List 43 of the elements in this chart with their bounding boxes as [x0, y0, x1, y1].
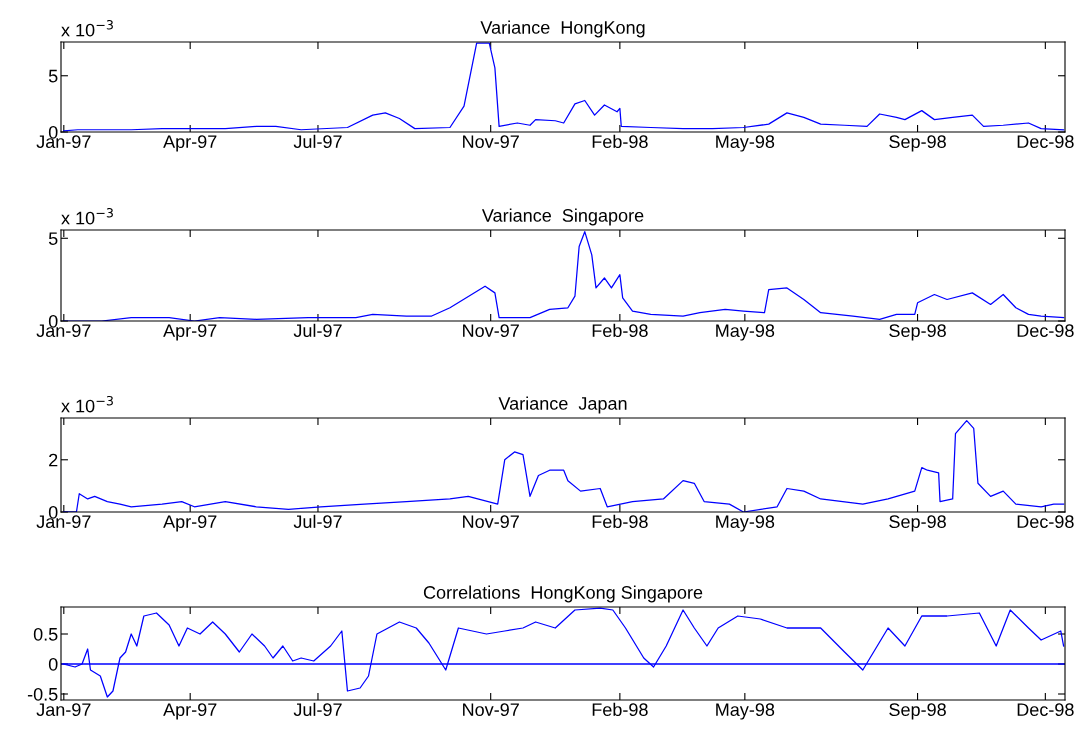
chart-title: Correlations HongKong Singapore — [423, 585, 703, 603]
x-tick-label: May-98 — [716, 703, 775, 720]
x-tick-label: Sep-98 — [889, 703, 946, 720]
x-tick-label: Sep-98 — [889, 324, 946, 341]
x-tick-label: Apr-97 — [163, 703, 217, 720]
x-tick-label: Dec-98 — [1017, 703, 1074, 717]
x-tick-label: May-98 — [716, 135, 775, 152]
line-series — [63, 42, 1065, 132]
y-tick-label: -0.5 — [27, 687, 58, 701]
x-tick-label: Jul-97 — [293, 134, 342, 149]
x-tick-label: Jul-97 — [293, 323, 342, 338]
x-tick-label: Dec-98 — [1017, 324, 1074, 338]
x-tick-label: Apr-97 — [163, 515, 217, 532]
x-tick-label: Jul-97 — [293, 702, 342, 717]
y-tick-label: 5 — [48, 69, 58, 83]
x-tick-label: Jan-97 — [36, 703, 91, 717]
x-tick-label: May-98 — [716, 515, 775, 532]
x-tick-label: Sep-98 — [889, 135, 946, 152]
x-tick-label: Feb-98 — [592, 134, 648, 149]
text: x 10$^{−3}$ — [61, 395, 113, 413]
x-tick-label: Dec-98 — [1017, 515, 1074, 529]
x-tick-label: Nov-97 — [463, 703, 519, 717]
x-tick-label: May-98 — [716, 324, 775, 341]
x-tick-label: Jul-97 — [293, 514, 342, 529]
y-tick-label: 5 — [48, 232, 58, 245]
x-tick-label: Apr-97 — [163, 135, 217, 152]
text: x 10$^{−3}$ — [61, 208, 113, 225]
x-tick-label: Feb-98 — [592, 702, 648, 717]
x-tick-label: Feb-98 — [592, 514, 648, 529]
chart-title: Variance Singapore — [481, 208, 644, 226]
x-tick-label: Nov-97 — [463, 135, 519, 149]
chart-title: Variance HongKong — [480, 20, 645, 38]
x-tick-label: Sep-98 — [889, 515, 946, 532]
x-tick-label: Nov-97 — [463, 324, 519, 338]
x-tick-label: Feb-98 — [592, 323, 648, 338]
y-tick-label: 0 — [48, 657, 58, 671]
y-tick-label: 0.5 — [33, 627, 58, 641]
chart-title: Variance Japan — [498, 396, 627, 414]
text: x 10$^{−3}$ — [61, 20, 113, 37]
x-tick-label: Nov-97 — [463, 515, 519, 529]
y-tick-label: 2 — [49, 453, 58, 467]
x-tick-label: Dec-98 — [1017, 135, 1074, 149]
x-tick-label: Apr-97 — [163, 324, 217, 341]
